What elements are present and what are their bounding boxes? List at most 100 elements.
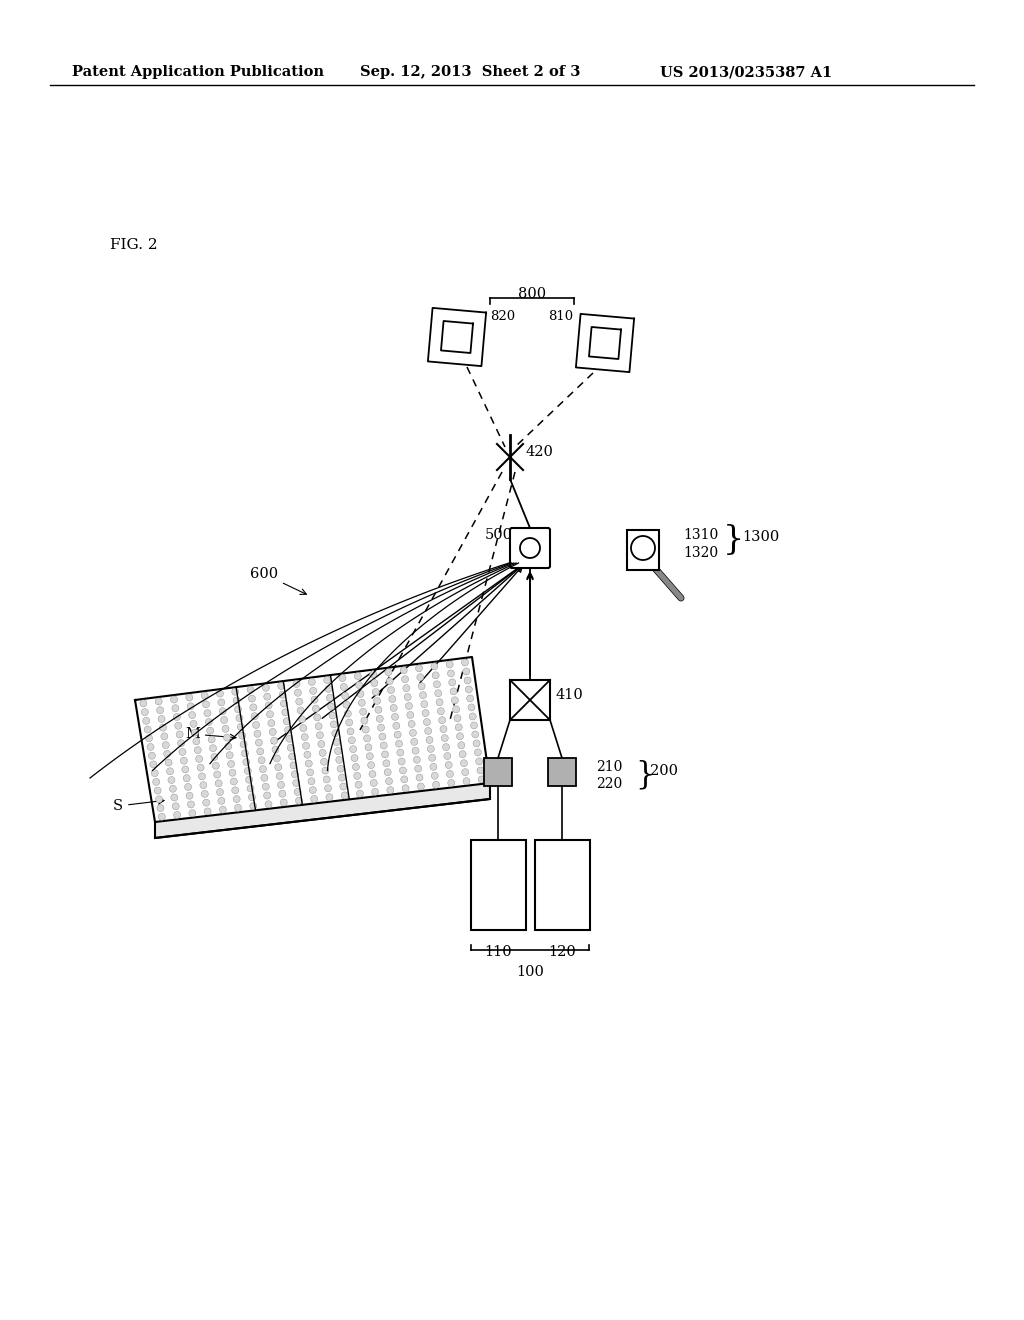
Circle shape bbox=[333, 739, 340, 746]
Circle shape bbox=[383, 760, 390, 767]
Circle shape bbox=[398, 758, 406, 766]
Polygon shape bbox=[135, 657, 490, 822]
Circle shape bbox=[179, 748, 186, 755]
Circle shape bbox=[218, 797, 225, 804]
Circle shape bbox=[153, 779, 160, 785]
Circle shape bbox=[453, 706, 460, 713]
Circle shape bbox=[349, 746, 356, 752]
Circle shape bbox=[379, 733, 386, 741]
Circle shape bbox=[317, 741, 325, 747]
Circle shape bbox=[373, 689, 379, 696]
Circle shape bbox=[416, 665, 423, 672]
Circle shape bbox=[215, 780, 222, 787]
Circle shape bbox=[449, 678, 456, 686]
Circle shape bbox=[293, 780, 300, 787]
Circle shape bbox=[357, 690, 364, 697]
Circle shape bbox=[264, 693, 270, 700]
Circle shape bbox=[427, 746, 434, 752]
Circle shape bbox=[308, 678, 315, 685]
Circle shape bbox=[200, 781, 207, 788]
Circle shape bbox=[420, 692, 426, 698]
Circle shape bbox=[266, 710, 273, 718]
Circle shape bbox=[324, 677, 331, 684]
Circle shape bbox=[447, 779, 455, 787]
Circle shape bbox=[243, 759, 250, 766]
Circle shape bbox=[384, 768, 391, 776]
Circle shape bbox=[239, 733, 246, 739]
Circle shape bbox=[227, 760, 234, 767]
Circle shape bbox=[199, 774, 206, 780]
Circle shape bbox=[400, 776, 408, 783]
Circle shape bbox=[281, 799, 288, 807]
Circle shape bbox=[240, 741, 247, 748]
Circle shape bbox=[182, 766, 188, 774]
Circle shape bbox=[431, 772, 438, 779]
Circle shape bbox=[175, 722, 181, 729]
Circle shape bbox=[308, 777, 315, 785]
Circle shape bbox=[253, 722, 260, 729]
Circle shape bbox=[268, 719, 274, 726]
Text: 1320: 1320 bbox=[683, 546, 718, 560]
Circle shape bbox=[141, 709, 148, 715]
Circle shape bbox=[257, 748, 264, 755]
Circle shape bbox=[258, 756, 265, 764]
Circle shape bbox=[409, 721, 415, 727]
Circle shape bbox=[477, 767, 484, 774]
Circle shape bbox=[171, 795, 178, 801]
Text: 800: 800 bbox=[518, 286, 546, 301]
Circle shape bbox=[148, 752, 156, 759]
Circle shape bbox=[432, 672, 439, 678]
Circle shape bbox=[156, 698, 162, 705]
Circle shape bbox=[311, 696, 318, 704]
Circle shape bbox=[402, 685, 410, 692]
Circle shape bbox=[186, 792, 194, 799]
Circle shape bbox=[340, 684, 347, 690]
Circle shape bbox=[296, 698, 303, 705]
Circle shape bbox=[390, 705, 397, 711]
Circle shape bbox=[157, 706, 164, 714]
Bar bbox=[471, 840, 526, 931]
Circle shape bbox=[332, 730, 339, 737]
Circle shape bbox=[432, 781, 439, 788]
Circle shape bbox=[312, 705, 319, 711]
Circle shape bbox=[325, 685, 332, 693]
Circle shape bbox=[319, 750, 327, 756]
Circle shape bbox=[339, 675, 346, 681]
Circle shape bbox=[422, 710, 429, 717]
Circle shape bbox=[285, 726, 292, 734]
Circle shape bbox=[462, 659, 469, 667]
Circle shape bbox=[441, 735, 449, 742]
Circle shape bbox=[393, 722, 399, 729]
Circle shape bbox=[435, 690, 441, 697]
Circle shape bbox=[247, 686, 254, 693]
Text: 600: 600 bbox=[250, 568, 306, 594]
Circle shape bbox=[463, 668, 470, 675]
Circle shape bbox=[304, 751, 311, 758]
Circle shape bbox=[415, 766, 422, 772]
Circle shape bbox=[411, 738, 418, 746]
Circle shape bbox=[249, 793, 255, 801]
Circle shape bbox=[456, 723, 462, 731]
Text: 120: 120 bbox=[548, 945, 575, 960]
Circle shape bbox=[220, 717, 227, 723]
Circle shape bbox=[346, 719, 352, 726]
Circle shape bbox=[313, 714, 321, 721]
Bar bbox=[535, 840, 590, 931]
Circle shape bbox=[464, 677, 471, 684]
Circle shape bbox=[430, 763, 437, 771]
Circle shape bbox=[310, 796, 317, 803]
Circle shape bbox=[401, 676, 409, 682]
Circle shape bbox=[197, 764, 204, 771]
Circle shape bbox=[276, 772, 283, 780]
Circle shape bbox=[294, 788, 301, 796]
Circle shape bbox=[385, 777, 392, 784]
Text: 500: 500 bbox=[485, 528, 513, 543]
Circle shape bbox=[246, 776, 253, 783]
Circle shape bbox=[201, 692, 208, 700]
Circle shape bbox=[236, 714, 243, 722]
Circle shape bbox=[412, 747, 419, 754]
Circle shape bbox=[389, 696, 396, 702]
Circle shape bbox=[162, 742, 169, 748]
Text: 210: 210 bbox=[596, 760, 623, 774]
Text: 420: 420 bbox=[525, 445, 553, 459]
